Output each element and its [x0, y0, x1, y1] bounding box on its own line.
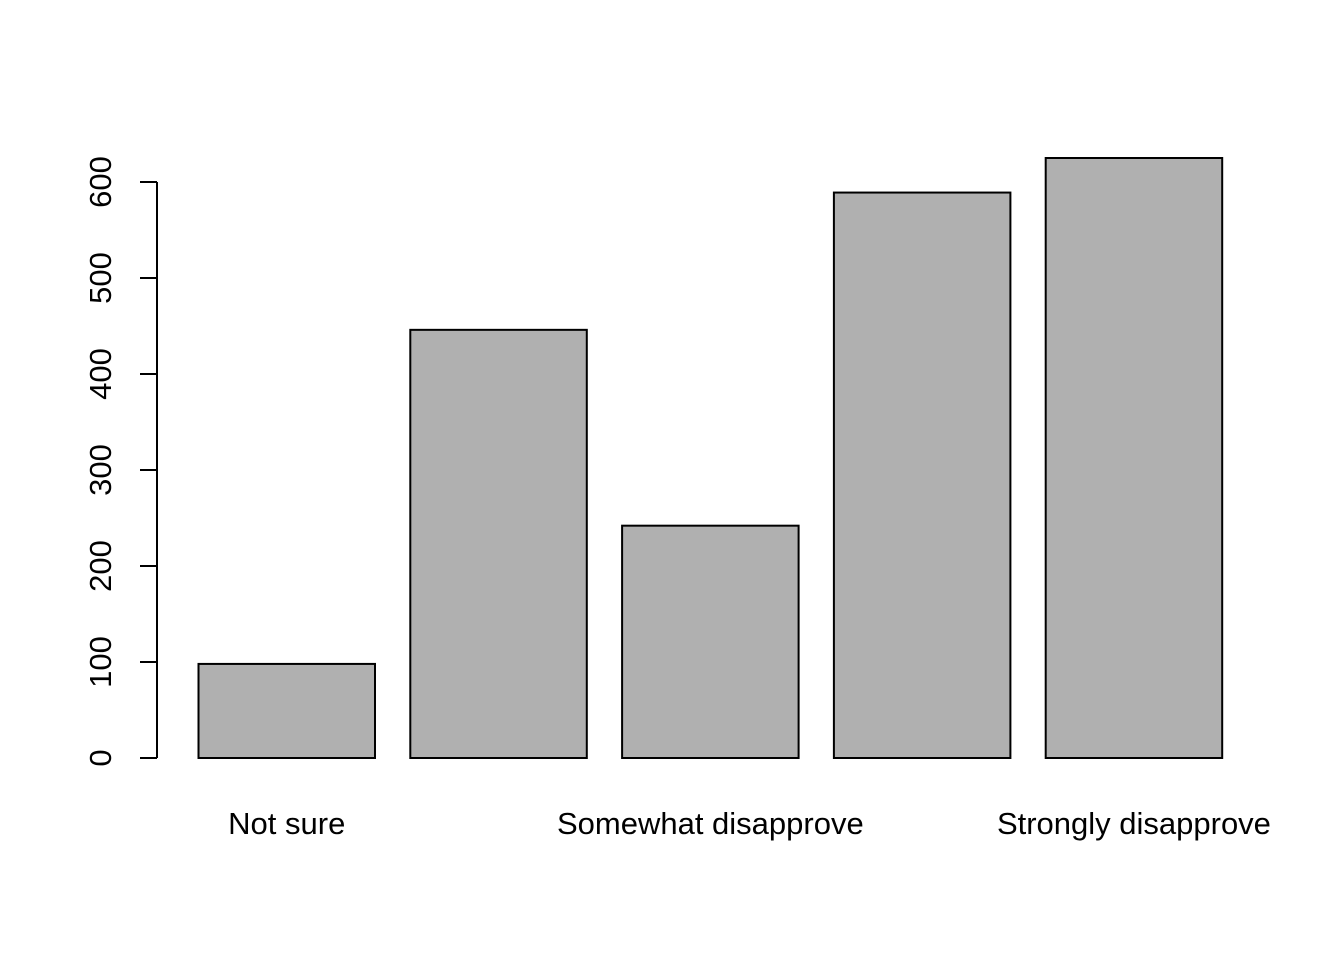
x-category-label: Strongly disapprove	[997, 806, 1271, 841]
y-axis: 0 100 200 300 400 500 600	[83, 156, 158, 767]
y-tick-label: 600	[83, 156, 118, 208]
x-category-label: Somewhat disapprove	[557, 806, 864, 841]
bar-4	[832, 191, 1012, 759]
y-tick-label: 0	[83, 749, 118, 766]
y-tick-label: 100	[83, 636, 118, 688]
bar-2	[409, 328, 588, 759]
x-axis-labels: Not sure Somewhat disapprove Strongly disa…	[228, 806, 1271, 841]
bar-1	[197, 662, 376, 759]
y-tick-label: 300	[83, 444, 118, 496]
bar-5	[1044, 157, 1224, 759]
bar-3	[621, 524, 800, 759]
y-tick-label: 500	[83, 252, 118, 304]
y-tick-label: 400	[83, 348, 118, 400]
bars-layer	[197, 157, 1224, 759]
x-category-label: Not sure	[228, 806, 345, 841]
y-tick-label: 200	[83, 540, 118, 592]
